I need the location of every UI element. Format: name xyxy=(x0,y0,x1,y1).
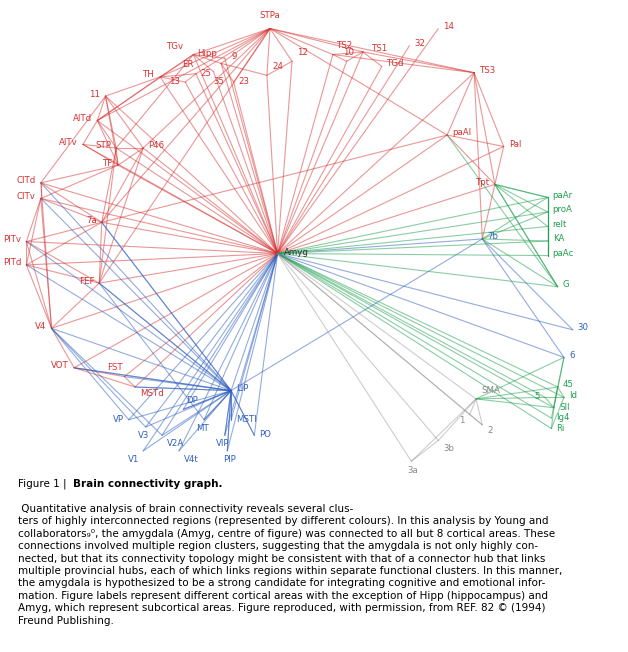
Text: proA: proA xyxy=(553,205,573,215)
Text: paAI: paAI xyxy=(452,128,471,138)
Text: 13: 13 xyxy=(169,77,180,86)
Text: TS3: TS3 xyxy=(480,66,497,75)
Text: 6: 6 xyxy=(569,351,575,360)
Text: Figure 1 |: Figure 1 | xyxy=(18,479,70,489)
Text: VP: VP xyxy=(112,415,124,424)
Text: MT: MT xyxy=(196,424,208,433)
Text: MSTI: MSTI xyxy=(236,415,257,424)
Text: 9: 9 xyxy=(231,52,237,61)
Text: 7a: 7a xyxy=(86,216,97,225)
Text: FEF: FEF xyxy=(78,276,94,286)
Text: V1: V1 xyxy=(128,455,139,464)
Text: KA: KA xyxy=(553,235,564,243)
Text: SMA: SMA xyxy=(481,386,500,395)
Text: 7b: 7b xyxy=(487,232,499,241)
Text: 30: 30 xyxy=(578,323,589,333)
Text: LIP: LIP xyxy=(236,384,249,393)
Text: 1: 1 xyxy=(459,416,465,425)
Text: TH: TH xyxy=(143,70,155,80)
Text: SII: SII xyxy=(559,403,570,412)
Text: 45: 45 xyxy=(563,380,574,389)
Text: CITd: CITd xyxy=(16,176,36,185)
Text: V3: V3 xyxy=(138,431,149,440)
Text: FST: FST xyxy=(107,363,122,372)
Text: 25: 25 xyxy=(200,68,211,78)
Text: TGv: TGv xyxy=(167,42,184,52)
Text: Pal: Pal xyxy=(509,140,521,149)
Text: 11: 11 xyxy=(89,89,100,98)
Text: 23: 23 xyxy=(239,77,250,86)
Text: TGd: TGd xyxy=(387,59,404,68)
Text: CITv: CITv xyxy=(17,192,36,201)
Text: PITd: PITd xyxy=(3,258,21,267)
Text: MSTd: MSTd xyxy=(140,389,164,398)
Text: Ri: Ri xyxy=(556,424,565,432)
Text: STPa: STPa xyxy=(259,11,281,20)
Text: paAc: paAc xyxy=(553,249,574,258)
Text: 14: 14 xyxy=(443,22,455,31)
Text: Ig4: Ig4 xyxy=(556,413,570,422)
Text: PIP: PIP xyxy=(223,455,236,464)
Text: 32: 32 xyxy=(414,39,426,48)
Text: Tpt: Tpt xyxy=(476,178,490,187)
Text: 3b: 3b xyxy=(443,444,455,453)
Text: G: G xyxy=(563,280,570,289)
Text: Hipp: Hipp xyxy=(197,49,217,58)
Text: PO: PO xyxy=(259,430,271,439)
Text: ER: ER xyxy=(183,59,194,68)
Text: VOT: VOT xyxy=(51,361,69,370)
Text: 35: 35 xyxy=(213,77,224,86)
Text: STP: STP xyxy=(95,141,111,151)
Text: Amyg: Amyg xyxy=(284,248,309,258)
Text: 5: 5 xyxy=(534,393,540,402)
Text: V4t: V4t xyxy=(184,455,198,464)
Text: 12: 12 xyxy=(297,48,308,57)
Text: TF: TF xyxy=(103,158,113,168)
Text: relt: relt xyxy=(553,220,567,229)
Text: V2A: V2A xyxy=(167,439,184,448)
Text: 2: 2 xyxy=(487,426,493,436)
Text: AITd: AITd xyxy=(73,114,92,123)
Text: PITv: PITv xyxy=(3,235,21,244)
Text: V4: V4 xyxy=(35,321,46,331)
Text: Brain connectivity graph.: Brain connectivity graph. xyxy=(73,479,223,488)
Text: 3a: 3a xyxy=(408,466,419,475)
Text: AITv: AITv xyxy=(59,138,78,147)
Text: 10: 10 xyxy=(343,48,354,57)
Text: paAr: paAr xyxy=(553,191,573,200)
Text: Quantitative analysis of brain connectivity reveals several clus-
ters of highly: Quantitative analysis of brain connectiv… xyxy=(18,504,562,625)
Text: Id: Id xyxy=(569,391,577,400)
Text: P46: P46 xyxy=(148,141,165,151)
Text: TS2: TS2 xyxy=(337,41,353,50)
Text: DP: DP xyxy=(187,396,198,405)
Text: 24: 24 xyxy=(272,62,283,71)
Text: VIP: VIP xyxy=(216,439,230,449)
Text: TS1: TS1 xyxy=(372,44,388,53)
